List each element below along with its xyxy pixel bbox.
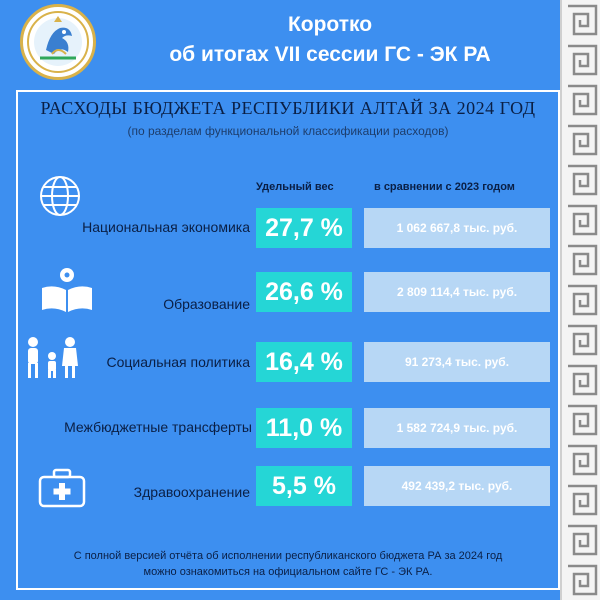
coat-of-arms-emblem [20,4,96,80]
compare-value-education: 2 809 114,4 тыс. руб. [364,272,550,312]
share-value-healthcare: 5,5 % [256,466,352,506]
globe-icon [40,176,80,216]
medical-kit-icon [38,468,86,508]
column-header-share: Удельный вес [256,181,334,193]
share-value-social-policy: 16,4 % [256,342,352,382]
budget-panel: РАСХОДЫ БЮДЖЕТА РЕСПУБЛИКИ АЛТАЙ ЗА 2024… [16,90,560,590]
page-title: Коротко об итогах VII сессии ГС - ЭК РА [120,10,540,70]
row-label-education: Образование [163,296,250,312]
footnote-line-2: можно ознакомиться на официальном сайте … [143,566,433,578]
meander-border-icon [562,0,600,600]
compare-value-healthcare: 492 439,2 тыс. руб. [364,466,550,506]
report-title: РАСХОДЫ БЮДЖЕТА РЕСПУБЛИКИ АЛТАЙ ЗА 2024… [40,98,536,118]
share-value-interbudget-transfers: 11,0 % [256,408,352,448]
row-label-healthcare: Здравоохранение [133,484,250,500]
greek-key-ornament [560,0,600,600]
column-header-compare: в сравнении с 2023 годом [374,181,515,193]
title-line-2: об итогах VII сессии ГС - ЭК РА [169,43,491,66]
row-label-social-policy: Социальная политика [106,354,250,370]
compare-value-social-policy: 91 273,4 тыс. руб. [364,342,550,382]
open-book-icon [42,268,92,312]
footnote-line-1: С полной версией отчёта об исполнении ре… [73,550,503,562]
row-label-interbudget-transfers: Межбюджетные трансферты [64,419,252,435]
title-line-1: Коротко [287,13,373,36]
griffin-emblem-icon [27,11,89,73]
footnote: С полной версией отчёта об исполнении ре… [18,548,558,580]
compare-value-economy: 1 062 667,8 тыс. руб. [364,208,550,248]
share-value-economy: 27,7 % [256,208,352,248]
row-label-economy: Национальная экономика [82,219,250,235]
share-value-education: 26,6 % [256,272,352,312]
report-subtitle: (по разделам функциональной классификаци… [127,124,449,138]
family-icon [28,337,78,378]
compare-value-interbudget-transfers: 1 582 724,9 тыс. руб. [364,408,550,448]
